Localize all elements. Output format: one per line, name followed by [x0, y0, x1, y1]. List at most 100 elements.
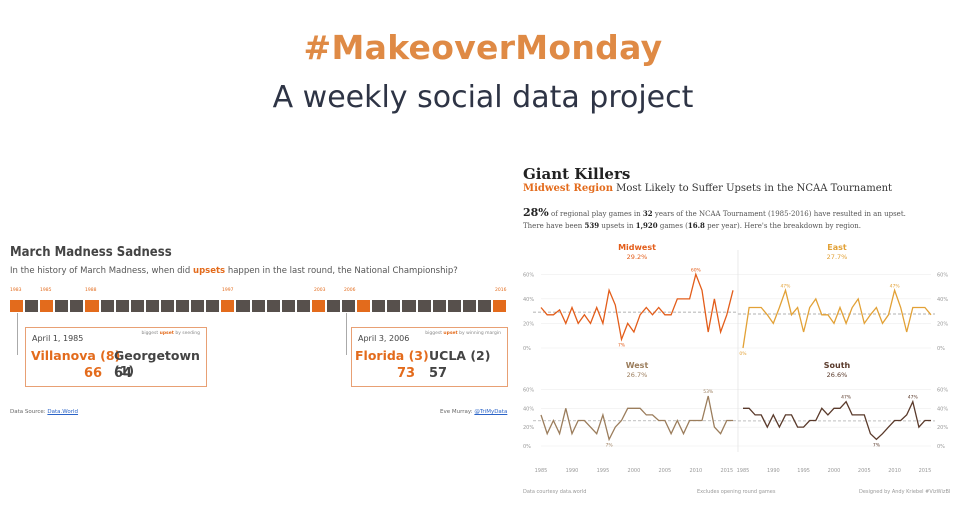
source-footer: Data Source: Data.World — [10, 409, 79, 415]
viz-subtitle: Midwest Region Most Likely to Suffer Ups… — [523, 183, 893, 194]
y-tick-label: 60% — [523, 272, 534, 278]
march-madness-viz[interactable]: March Madness Sadness In the history of … — [0, 231, 513, 426]
championship-square[interactable] — [191, 300, 205, 312]
x-tick-label: 2015 — [720, 468, 733, 474]
page-title: #MakeoverMonday — [303, 28, 663, 67]
championship-square[interactable] — [447, 300, 461, 312]
x-tick-label: 2005 — [858, 468, 871, 474]
game-date: April 3, 2006 — [358, 334, 410, 343]
x-tick-label: 2000 — [628, 468, 641, 474]
championship-square[interactable] — [130, 300, 144, 312]
championship-square[interactable] — [417, 300, 431, 312]
data-label: 47% — [890, 283, 901, 289]
year-label: 1988 — [85, 288, 97, 293]
x-tick-label: 1990 — [767, 468, 780, 474]
championship-square[interactable] — [176, 300, 190, 312]
giant-killers-viz[interactable]: Giant Killers Midwest Region Most Likely… — [511, 152, 961, 507]
y-tick-label: 20% — [523, 321, 534, 327]
y-tick-label: 40% — [523, 297, 534, 303]
year-label: 1997 — [222, 288, 234, 293]
upset-square[interactable] — [40, 300, 54, 312]
championship-square[interactable] — [160, 300, 175, 312]
loser-team: Georgetown (1) — [114, 348, 200, 378]
championship-square[interactable] — [266, 300, 280, 312]
y-tick-label: 20% — [937, 321, 948, 327]
upset-square[interactable] — [311, 300, 325, 312]
year-labels: 1983 1985 1988 1997 2003 2006 2016 — [10, 288, 506, 298]
championship-square[interactable] — [432, 300, 446, 312]
author-link[interactable]: @TriMyData — [474, 409, 508, 415]
championship-square[interactable] — [387, 300, 401, 312]
championship-square[interactable] — [326, 300, 341, 312]
championship-square[interactable] — [296, 300, 310, 312]
loser-score: 57 — [429, 366, 448, 381]
championship-square[interactable] — [372, 300, 386, 312]
championship-square[interactable] — [251, 300, 265, 312]
y-tick-label: 0% — [523, 346, 531, 352]
series-line-west — [540, 395, 733, 442]
series-line-east — [742, 288, 932, 349]
footer-note: Excludes opening round games — [697, 489, 776, 495]
source-link[interactable]: Data.World — [47, 409, 79, 415]
championship-square[interactable] — [115, 300, 129, 312]
championship-square[interactable] — [281, 300, 295, 312]
subtitle-highlight: upsets — [193, 266, 226, 276]
x-tick-label: 2010 — [689, 468, 702, 474]
y-tick-label: 0% — [523, 444, 531, 450]
year-label: 2003 — [314, 288, 326, 293]
series-line-south — [743, 399, 931, 441]
x-tick-label: 1995 — [797, 468, 810, 474]
championship-square[interactable] — [236, 300, 250, 312]
loser-score: 64 — [114, 366, 133, 381]
game-card-1985[interactable]: April 1, 1985 biggest upset by seeding V… — [25, 327, 207, 387]
author-footer: Eve Murray: @TriMyData — [440, 409, 508, 415]
upset-square[interactable] — [85, 300, 99, 312]
championship-square[interactable] — [402, 300, 416, 312]
panel-title: West — [626, 361, 649, 370]
data-label: 47% — [841, 395, 852, 401]
loser-team: UCLA (2) — [429, 348, 491, 363]
winner-score: 73 — [397, 366, 416, 381]
page-subtitle: A weekly social data project — [272, 80, 694, 115]
panel-title: South — [824, 361, 851, 370]
data-label: 7% — [873, 442, 881, 448]
subtitle-pre: In the history of March Madness, when di… — [10, 266, 194, 276]
data-label: 7% — [618, 342, 626, 348]
upset-square[interactable] — [357, 300, 371, 312]
y-tick-label: 40% — [937, 297, 948, 303]
upset-square[interactable] — [493, 300, 507, 312]
championship-square[interactable] — [25, 300, 39, 312]
data-label: 47% — [908, 395, 919, 401]
panel-title: East — [827, 243, 847, 252]
championship-square[interactable] — [477, 300, 491, 312]
game-date: April 1, 1985 — [32, 334, 84, 343]
upset-square[interactable] — [10, 300, 24, 312]
footer-source: Data courtesy data.world — [523, 489, 587, 495]
series-line-midwest — [540, 272, 734, 342]
data-label: 47% — [780, 283, 791, 289]
x-tick-label: 2010 — [888, 468, 901, 474]
championship-square[interactable] — [70, 300, 84, 312]
y-tick-label: 20% — [937, 425, 948, 431]
championship-square[interactable] — [462, 300, 476, 312]
y-tick-label: 0% — [937, 346, 945, 352]
game-card-2006[interactable]: April 3, 2006 biggest upset by winning m… — [351, 327, 508, 387]
y-tick-label: 40% — [523, 406, 534, 412]
championship-square[interactable] — [206, 300, 220, 312]
y-tick-label: 60% — [937, 387, 948, 393]
championship-square[interactable] — [145, 300, 159, 312]
viz-subtitle: In the history of March Madness, when di… — [10, 266, 458, 276]
winner-team: Villanova (8) — [31, 348, 121, 363]
championship-square[interactable] — [342, 300, 356, 312]
y-tick-label: 60% — [523, 387, 534, 393]
y-tick-label: 20% — [523, 425, 534, 431]
championship-square[interactable] — [55, 300, 69, 312]
winner-team: Florida (3) — [355, 348, 429, 363]
viz-title: Giant Killers — [523, 165, 631, 183]
y-tick-label: 40% — [937, 406, 948, 412]
game-note: biggest upset by seeding — [141, 331, 200, 336]
upset-square[interactable] — [221, 300, 235, 312]
panel-average: 26.6% — [827, 371, 848, 379]
panel-average: 29.2% — [627, 253, 648, 261]
championship-square[interactable] — [100, 300, 114, 312]
